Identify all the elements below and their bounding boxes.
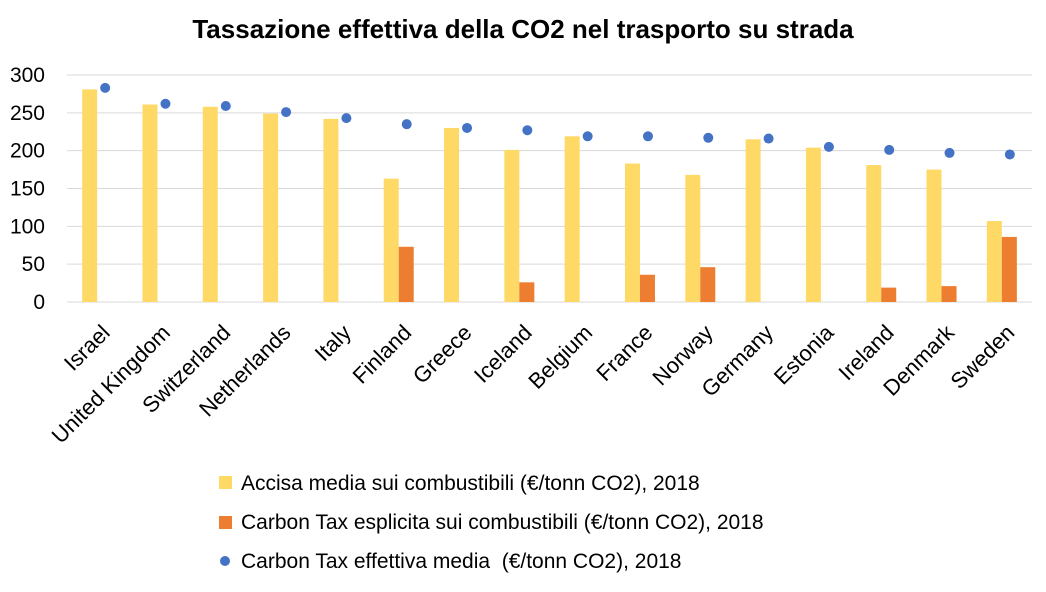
marker-carbon-tax-effettiva [823,141,834,152]
bar-accisa [383,178,399,302]
x-tick-label: Finland [348,320,417,389]
x-tick-label: Israel [59,320,115,376]
marker-carbon-tax-effettiva [944,147,955,158]
marker-carbon-tax-effettiva [341,113,352,124]
markers [100,82,1015,160]
gridlines [67,74,1032,303]
marker-carbon-tax-effettiva [100,82,111,93]
bar-accisa [745,139,761,302]
legend-label-accisa: Accisa media sui combustibili (€/tonn CO… [241,472,700,495]
bar-accisa [564,136,580,302]
marker-carbon-tax-effettiva [642,131,653,142]
bar-carbon-tax-esplicita [519,282,535,302]
y-tick-label: 0 [33,291,45,314]
chart-title: Tassazione effettiva della CO2 nel trasp… [192,14,854,44]
bar-accisa [986,221,1002,302]
marker-carbon-tax-effettiva [1004,149,1015,160]
bar-accisa [685,174,701,302]
bar-accisa [504,149,520,302]
marker-carbon-tax-effettiva [160,98,171,109]
x-tick-label: Belgium [523,320,597,394]
legend-swatch-carbon-tax-esplicita [219,516,232,529]
bar-accisa [202,106,218,302]
x-tick-label: Greece [408,320,477,389]
y-tick-label: 300 [10,64,45,87]
marker-carbon-tax-effettiva [763,133,774,144]
bar-accisa [82,89,98,302]
bar-accisa [805,147,821,302]
marker-carbon-tax-effettiva [703,132,714,143]
bar-accisa [624,163,640,302]
y-tick-label: 150 [10,178,45,201]
bar-carbon-tax-esplicita [639,274,655,302]
x-tick-label: Sweden [945,320,1019,394]
bar-carbon-tax-esplicita [398,246,414,302]
legend: Accisa media sui combustibili (€/tonn CO… [219,472,764,573]
x-tick-label: Italy [310,320,356,366]
bar-carbon-tax-esplicita [700,267,716,302]
bar-carbon-tax-esplicita [881,287,897,302]
bar-accisa [323,118,339,303]
y-axis-ticks: 0 50 100 150 200 250 300 [10,64,45,314]
legend-label-carbon-tax-esplicita: Carbon Tax esplicita sui combustibili (€… [241,511,764,534]
y-tick-label: 50 [22,253,45,276]
legend-swatch-accisa [219,476,232,489]
bar-accisa [866,165,882,302]
marker-carbon-tax-effettiva [582,131,593,142]
y-tick-label: 250 [10,102,45,125]
legend-label-carbon-tax-effettiva: Carbon Tax effettiva media (€/tonn CO2),… [241,550,681,573]
legend-marker-carbon-tax-effettiva [220,556,230,566]
y-tick-label: 200 [10,140,45,163]
y-tick-label: 100 [10,215,45,238]
x-tick-label: France [591,320,657,386]
marker-carbon-tax-effettiva [522,125,533,136]
marker-carbon-tax-effettiva [401,119,412,130]
marker-carbon-tax-effettiva [462,122,473,133]
x-tick-label: Estonia [769,319,839,389]
bar-accisa [444,127,460,302]
bar-accisa [263,113,279,302]
bar-carbon-tax-esplicita [941,286,957,302]
marker-carbon-tax-effettiva [884,144,895,155]
bar-accisa [142,104,158,302]
bars [82,89,1017,303]
marker-carbon-tax-effettiva [220,101,231,112]
bar-accisa [926,169,942,302]
marker-carbon-tax-effettiva [281,107,292,118]
bar-carbon-tax-esplicita [1001,236,1017,302]
